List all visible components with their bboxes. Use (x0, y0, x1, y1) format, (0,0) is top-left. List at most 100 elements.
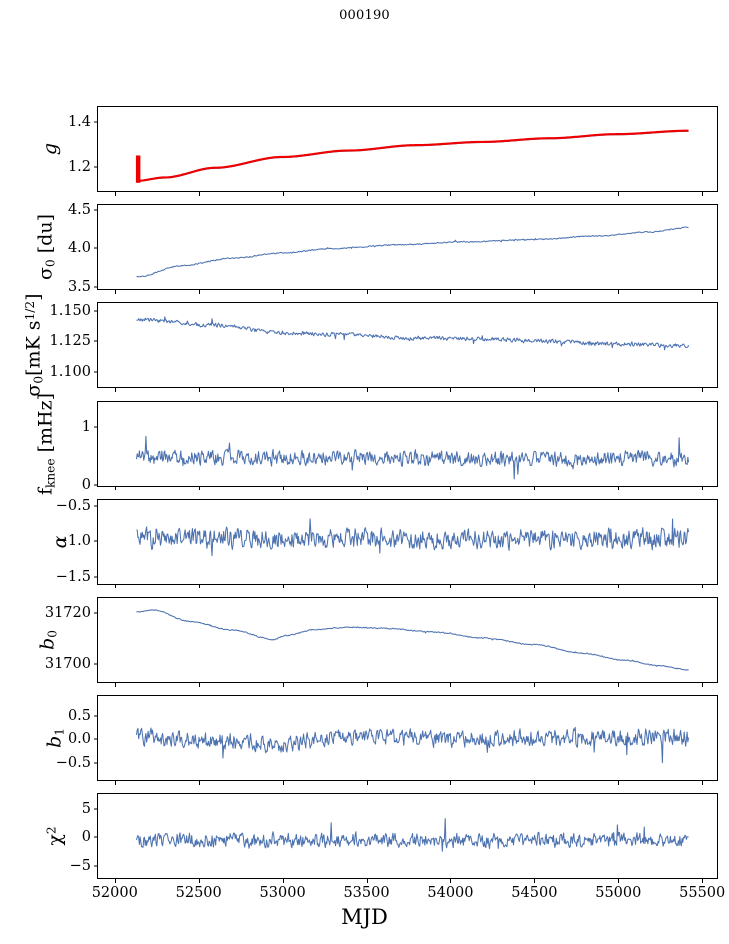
series-plot-area (135, 129, 689, 183)
x-tick-mark (366, 485, 368, 491)
x-tick-mark (282, 583, 284, 589)
data-series-sigma0-mK (136, 316, 690, 351)
x-tick-mark (450, 289, 452, 294)
y-tick-label: 31700 (44, 655, 91, 672)
x-tick-mark (198, 583, 200, 589)
x-tick-mark (282, 485, 284, 491)
x-tick-mark (198, 878, 200, 883)
data-series-b0 (136, 609, 689, 671)
y-tick-mark (93, 576, 98, 578)
x-tick-mark (702, 780, 704, 785)
plot-panel-b0: 31700 31720 (45, 597, 718, 687)
series-plot-area (135, 435, 690, 480)
x-tick-label: 54500 (511, 885, 558, 902)
y-tick-mark (93, 808, 98, 810)
data-series-chi2 (135, 818, 689, 853)
x-tick-label: 53000 (259, 885, 306, 902)
x-tick-mark (618, 878, 620, 883)
y-tick-mark (93, 209, 98, 211)
x-tick-mark (702, 191, 704, 196)
figure-title: 000190 (339, 8, 390, 23)
x-tick-mark (450, 191, 452, 196)
y-tick-mark (93, 310, 98, 312)
x-tick-mark (618, 485, 620, 491)
x-tick-mark (198, 191, 200, 196)
x-tick-mark (702, 583, 704, 589)
x-tick-mark (618, 682, 620, 687)
y-tick-label: 0.5 (67, 707, 91, 724)
y-tick-label: −1.5 (55, 569, 91, 586)
x-tick-mark (702, 878, 704, 883)
y-tick-label: 1.4 (67, 114, 91, 131)
x-tick-mark (198, 387, 200, 392)
data-series-alpha (136, 518, 690, 556)
y-tick-mark (93, 121, 98, 123)
data-series-g-red (136, 129, 689, 182)
y-tick-mark (93, 540, 98, 542)
y-tick-label: 1.100 (49, 364, 91, 381)
x-axis-label: MJD (341, 905, 388, 929)
x-tick-mark (618, 191, 620, 196)
x-tick-mark (114, 191, 116, 196)
x-tick-label: 53500 (343, 885, 390, 902)
x-tick-mark (702, 485, 704, 491)
x-tick-mark (282, 289, 284, 294)
plot-panel-chi2: −5 0 5 52000 52500 53000 53500 54000 54500 55000 5… (70, 793, 725, 901)
x-tick-mark (282, 878, 284, 883)
y-tick-mark (93, 286, 98, 288)
x-tick-mark (114, 583, 116, 589)
x-tick-mark (450, 780, 452, 785)
x-tick-mark (534, 878, 536, 883)
y-axis-label-chi2: χ2 (44, 826, 66, 847)
x-tick-mark (450, 485, 452, 491)
plot-panel-sigma0-du: 3.5 4.0 4.5 (68, 202, 718, 295)
x-tick-mark (198, 289, 200, 294)
x-tick-mark (366, 387, 368, 392)
y-tick-mark (93, 505, 98, 507)
y-axis-label-g-blue: g (39, 142, 61, 156)
x-tick-mark (534, 191, 536, 196)
x-tick-mark (198, 780, 200, 785)
y-axis-label-f-knee: fknee [mHz] (34, 392, 58, 495)
x-tick-mark (114, 682, 116, 687)
y-tick-label: 0 (81, 476, 91, 493)
x-tick-mark (114, 485, 116, 491)
x-tick-mark (450, 583, 452, 589)
y-tick-mark (93, 484, 98, 486)
x-tick-mark (114, 289, 116, 294)
x-tick-mark (450, 387, 452, 392)
data-series-sigma0-du (136, 226, 689, 278)
x-tick-mark (282, 780, 284, 785)
x-tick-mark (534, 583, 536, 589)
y-tick-label: −0.5 (55, 754, 91, 771)
data-series-b1 (135, 727, 690, 764)
data-series-g-blue (136, 130, 689, 182)
x-tick-mark (366, 583, 368, 589)
x-tick-mark (282, 191, 284, 196)
y-tick-label: −0.5 (55, 497, 91, 514)
y-tick-mark (93, 612, 98, 614)
x-tick-mark (366, 289, 368, 294)
x-tick-mark (618, 289, 620, 294)
y-tick-label: −1.0 (55, 533, 91, 550)
y-tick-label: 4.5 (67, 201, 91, 218)
plot-panel-g-blue: 1.2 1.4 (68, 106, 718, 196)
plot-panel-alpha: −0.5 −1.0 −1.5 (56, 498, 718, 589)
x-tick-mark (534, 485, 536, 491)
series-plot-area (136, 609, 689, 671)
x-tick-mark (450, 878, 452, 883)
y-tick-mark (93, 663, 98, 665)
data-series-f-knee (135, 435, 690, 480)
x-tick-mark (282, 387, 284, 392)
x-tick-label: 54000 (427, 885, 474, 902)
x-tick-mark (450, 682, 452, 687)
y-tick-mark (93, 166, 98, 168)
x-tick-mark (534, 387, 536, 392)
x-tick-mark (534, 682, 536, 687)
y-tick-mark (93, 715, 98, 717)
x-tick-mark (702, 289, 704, 294)
x-tick-mark (366, 191, 368, 196)
y-tick-label: 1 (81, 419, 91, 436)
y-tick-label: −5 (69, 858, 91, 875)
